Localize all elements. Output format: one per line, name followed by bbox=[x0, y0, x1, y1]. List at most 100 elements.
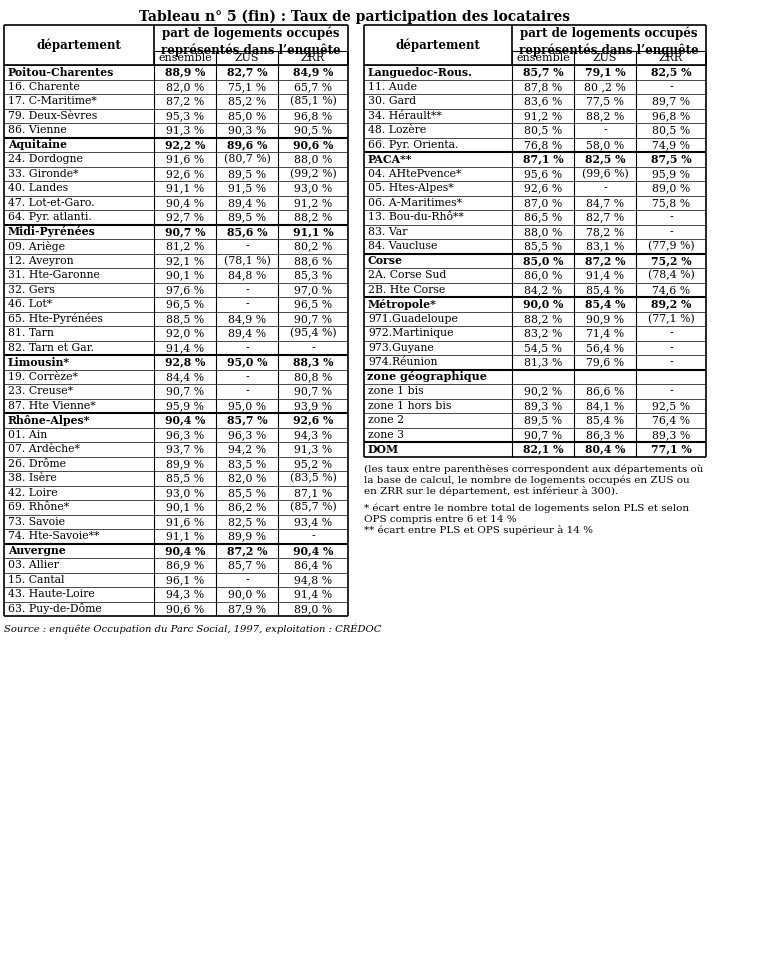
Text: 90,9 %: 90,9 % bbox=[586, 314, 624, 324]
Text: 86,6 %: 86,6 % bbox=[586, 386, 625, 396]
Text: 97,6 %: 97,6 % bbox=[166, 285, 204, 295]
Text: 82,5 %: 82,5 % bbox=[584, 154, 625, 165]
Text: 94,2 %: 94,2 % bbox=[228, 444, 266, 454]
Text: zone 1 bis: zone 1 bis bbox=[368, 386, 423, 396]
Text: -: - bbox=[669, 343, 673, 353]
Text: 79,1 %: 79,1 % bbox=[584, 67, 625, 77]
Text: 2B. Hte Corse: 2B. Hte Corse bbox=[368, 285, 445, 295]
Text: 46. Lot*: 46. Lot* bbox=[8, 299, 52, 309]
Text: 88,6 %: 88,6 % bbox=[294, 256, 332, 266]
Text: 01. Ain: 01. Ain bbox=[8, 430, 47, 440]
Text: 87,0 %: 87,0 % bbox=[524, 198, 562, 208]
Text: 92,0 %: 92,0 % bbox=[166, 328, 204, 338]
Text: 80,5 %: 80,5 % bbox=[524, 126, 562, 135]
Text: 31. Hte-Garonne: 31. Hte-Garonne bbox=[8, 270, 100, 280]
Text: 83,6 %: 83,6 % bbox=[524, 97, 562, 106]
Text: -: - bbox=[245, 299, 249, 309]
Text: 19. Corrèze*: 19. Corrèze* bbox=[8, 372, 78, 382]
Text: 89,2 %: 89,2 % bbox=[651, 298, 691, 310]
Text: DOM: DOM bbox=[368, 443, 399, 455]
Text: 40. Landes: 40. Landes bbox=[8, 184, 68, 193]
Text: 971.Guadeloupe: 971.Guadeloupe bbox=[368, 314, 458, 324]
Text: 90,4 %: 90,4 % bbox=[166, 198, 204, 208]
Text: 89,3 %: 89,3 % bbox=[651, 430, 690, 440]
Text: 90,7 %: 90,7 % bbox=[294, 386, 332, 396]
Text: -: - bbox=[311, 343, 315, 353]
Text: 82,0 %: 82,0 % bbox=[166, 82, 204, 92]
Text: Corse: Corse bbox=[368, 255, 403, 267]
Text: 85,6 %: 85,6 % bbox=[227, 226, 268, 238]
Text: 95,9 %: 95,9 % bbox=[652, 169, 690, 179]
Text: département: département bbox=[36, 39, 122, 52]
Text: 94,3 %: 94,3 % bbox=[294, 430, 332, 440]
Text: 74,6 %: 74,6 % bbox=[652, 285, 690, 295]
Text: -: - bbox=[669, 227, 673, 237]
Text: 93,9 %: 93,9 % bbox=[294, 401, 332, 411]
Text: 42. Loire: 42. Loire bbox=[8, 488, 58, 497]
Text: 84. Vaucluse: 84. Vaucluse bbox=[368, 242, 437, 251]
Text: 13. Bou-du-Rhô**: 13. Bou-du-Rhô** bbox=[368, 213, 463, 222]
Text: -: - bbox=[245, 285, 249, 295]
Text: 69. Rhône*: 69. Rhône* bbox=[8, 502, 69, 512]
Text: -: - bbox=[245, 242, 249, 251]
Text: 06. A-Maritimes*: 06. A-Maritimes* bbox=[368, 198, 462, 208]
Text: 89,4 %: 89,4 % bbox=[228, 328, 266, 338]
Text: 92,8 %: 92,8 % bbox=[165, 356, 205, 368]
Text: 34. Hérault**: 34. Hérault** bbox=[368, 111, 442, 121]
Text: 96,5 %: 96,5 % bbox=[294, 299, 332, 309]
Text: ZUS: ZUS bbox=[234, 53, 259, 63]
Text: 24. Dordogne: 24. Dordogne bbox=[8, 155, 82, 164]
Text: 81,2 %: 81,2 % bbox=[166, 242, 204, 251]
Text: 65,7 %: 65,7 % bbox=[294, 82, 332, 92]
Text: 75,8 %: 75,8 % bbox=[652, 198, 690, 208]
Text: 91,4 %: 91,4 % bbox=[294, 589, 332, 599]
Text: 89,9 %: 89,9 % bbox=[166, 459, 204, 469]
Text: 66. Pyr. Orienta.: 66. Pyr. Orienta. bbox=[368, 140, 459, 150]
Text: 56,4 %: 56,4 % bbox=[586, 343, 624, 353]
Text: 90,7 %: 90,7 % bbox=[165, 226, 205, 238]
Text: 05. Htes-Alpes*: 05. Htes-Alpes* bbox=[368, 184, 453, 193]
Text: 82. Tarn et Gar.: 82. Tarn et Gar. bbox=[8, 343, 94, 353]
Text: 90,4 %: 90,4 % bbox=[165, 545, 205, 556]
Text: part de logements occupés
représentés dans l’enquête: part de logements occupés représentés da… bbox=[519, 27, 699, 57]
Text: part de logements occupés
représentés dans l’enquête: part de logements occupés représentés da… bbox=[161, 27, 341, 57]
Text: zone 3: zone 3 bbox=[368, 430, 404, 440]
Text: 85,7 %: 85,7 % bbox=[227, 414, 268, 426]
Text: 973.Guyane: 973.Guyane bbox=[368, 343, 434, 353]
Text: 77,5 %: 77,5 % bbox=[586, 97, 624, 106]
Text: 96,3 %: 96,3 % bbox=[166, 430, 204, 440]
Text: 33. Gironde*: 33. Gironde* bbox=[8, 169, 79, 179]
Text: 32. Gers: 32. Gers bbox=[8, 285, 55, 295]
Text: 85,5 %: 85,5 % bbox=[228, 488, 266, 497]
Text: ZUS: ZUS bbox=[593, 53, 618, 63]
Text: 92,6 %: 92,6 % bbox=[293, 414, 333, 426]
Text: 90,5 %: 90,5 % bbox=[294, 126, 332, 135]
Text: 76,4 %: 76,4 % bbox=[652, 415, 690, 425]
Text: 90,4 %: 90,4 % bbox=[293, 545, 333, 556]
Text: Auvergne: Auvergne bbox=[8, 545, 66, 556]
Text: -: - bbox=[245, 343, 249, 353]
Text: 97,0 %: 97,0 % bbox=[294, 285, 332, 295]
Text: 93,0 %: 93,0 % bbox=[166, 488, 204, 497]
Text: ensemble: ensemble bbox=[158, 53, 212, 63]
Text: -: - bbox=[603, 126, 607, 135]
Text: 79. Deux-Sèvres: 79. Deux-Sèvres bbox=[8, 111, 97, 121]
Text: 95,0 %: 95,0 % bbox=[227, 356, 268, 368]
Text: 96,8 %: 96,8 % bbox=[294, 111, 332, 121]
Text: 87,5 %: 87,5 % bbox=[651, 154, 692, 165]
Text: 84,9 %: 84,9 % bbox=[228, 314, 266, 324]
Text: 84,4 %: 84,4 % bbox=[166, 372, 204, 382]
Text: Métropole*: Métropole* bbox=[368, 298, 436, 310]
Text: 71,4 %: 71,4 % bbox=[586, 328, 624, 338]
Text: 09. Ariège: 09. Ariège bbox=[8, 241, 65, 252]
Text: 89,0 %: 89,0 % bbox=[294, 604, 332, 613]
Text: 75,1 %: 75,1 % bbox=[228, 82, 266, 92]
Text: département: département bbox=[396, 39, 480, 52]
Text: 84,9 %: 84,9 % bbox=[293, 67, 333, 77]
Text: 86,5 %: 86,5 % bbox=[524, 213, 562, 222]
Text: 89,0 %: 89,0 % bbox=[651, 184, 690, 193]
Text: ** écart entre PLS et OPS supérieur à 14 %: ** écart entre PLS et OPS supérieur à 14… bbox=[364, 526, 593, 535]
Text: 86,2 %: 86,2 % bbox=[227, 502, 266, 512]
Text: Rhône-Alpes*: Rhône-Alpes* bbox=[8, 414, 90, 426]
Text: 93,4 %: 93,4 % bbox=[294, 517, 332, 526]
